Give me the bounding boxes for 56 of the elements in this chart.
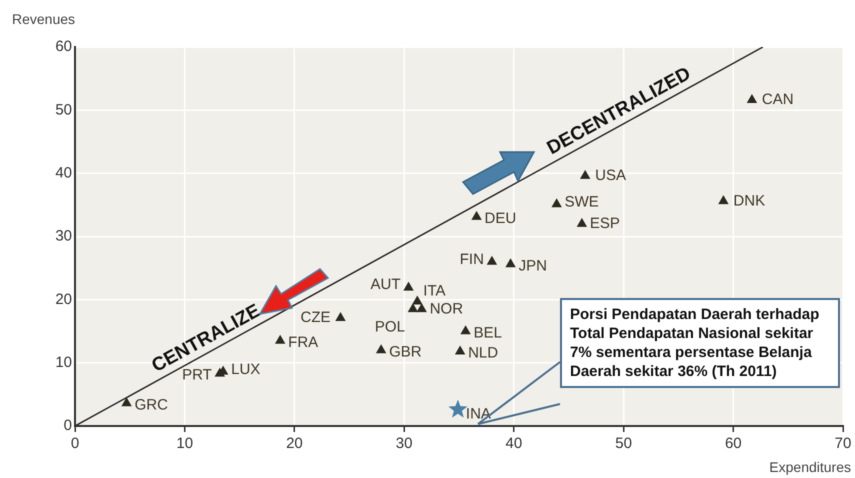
point: [580, 170, 590, 179]
point: [552, 198, 562, 208]
x-axis-title: Expenditures: [769, 459, 851, 475]
point: [448, 400, 468, 418]
annotation: Porsi Pendapatan Daerah terhadap Total Pendapatan Nasional sekitar 7% sementara persentase Belanja Daerah sekitar 36% (Th 2011): [560, 298, 840, 388]
x-tick-label: 10: [176, 435, 194, 452]
series-label: FRA: [288, 334, 318, 351]
point: [336, 312, 346, 321]
series-label: NOR: [430, 300, 464, 318]
series-label: FIN: [460, 250, 484, 268]
point: [747, 94, 757, 104]
point: [718, 196, 728, 204]
point: [506, 258, 516, 268]
point: [416, 304, 427, 312]
x-tick-label: 50: [615, 435, 632, 452]
point: [487, 256, 497, 265]
y-tick-label: 60: [55, 38, 72, 56]
series-label: CZE: [300, 309, 331, 326]
series-label: BEL: [474, 324, 502, 342]
series-label: JPN: [518, 257, 547, 274]
point: [455, 346, 465, 354]
series-label: DNK: [733, 192, 766, 210]
series-label: PRT: [182, 366, 212, 384]
point: [122, 398, 132, 406]
y-tick-label: 0: [64, 417, 72, 434]
series-label: POL: [374, 318, 405, 336]
series-label: ITA: [423, 282, 446, 300]
y-tick-label: 30: [55, 228, 72, 245]
y-tick-label: 20: [55, 290, 72, 308]
point: [472, 211, 482, 220]
y-tick-label: 50: [55, 101, 72, 118]
y-tick-label: 40: [55, 164, 72, 182]
y-axis-title: Revenues: [12, 11, 76, 27]
series-label: GRC: [134, 396, 168, 414]
x-tick-label: 20: [286, 435, 303, 452]
series-label: SWE: [564, 193, 599, 210]
series-label: GBR: [389, 343, 422, 360]
series-label: DEU: [484, 210, 516, 228]
point: [412, 296, 422, 305]
x-tick-label: 40: [506, 435, 522, 452]
series-label: ESP: [590, 215, 620, 232]
y-tick-label: 10: [55, 354, 72, 371]
x-tick-label: 30: [396, 435, 412, 452]
x-tick-label: 60: [724, 435, 742, 452]
series-label: INA: [466, 406, 491, 423]
point: [408, 304, 418, 312]
series-label: USA: [595, 167, 626, 184]
point: [376, 344, 386, 354]
point: [577, 218, 587, 227]
point: [460, 326, 470, 334]
series-label: CAN: [762, 91, 794, 108]
series-label: NLD: [468, 344, 498, 362]
series-label: AUT: [370, 276, 401, 293]
point: [275, 335, 285, 344]
point: [404, 282, 414, 291]
x-tick-label: 70: [834, 435, 852, 452]
